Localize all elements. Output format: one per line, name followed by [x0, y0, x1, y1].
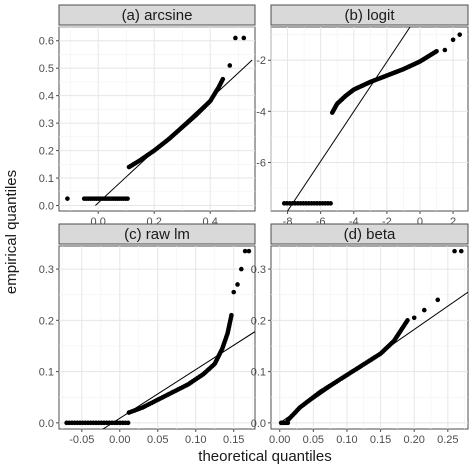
y-tick-label: 0.2	[39, 146, 54, 158]
facet-strip	[270, 4, 469, 26]
facet-strip	[270, 223, 469, 245]
x-tick-label: -6	[316, 216, 326, 228]
data-point	[227, 63, 233, 68]
y-tick-label: 0.0	[251, 418, 266, 430]
data-point	[239, 266, 244, 272]
x-tick-label: 0.20	[404, 434, 425, 446]
data-points	[278, 248, 464, 426]
y-tick-label: 0.4	[39, 91, 54, 103]
data-point	[457, 32, 463, 37]
y-tick-label: -6	[256, 157, 266, 169]
data-point	[458, 248, 464, 254]
data-point	[246, 248, 252, 254]
y-axis-title: empirical quantiles	[3, 170, 20, 294]
x-tick-label: 0.00	[269, 434, 290, 446]
data-point	[220, 76, 226, 82]
data-point	[235, 282, 240, 287]
facet-strip-label: (d) beta	[344, 226, 396, 243]
y-tick-label: 0.0	[39, 418, 54, 430]
facet-strip-label: (c) raw lm	[124, 226, 190, 243]
panel-background	[58, 26, 256, 212]
facet-panel-3: (c) raw lm -0.05 0.00 0.05 0.10 0.15 0.0 0.1 0.2…	[39, 223, 256, 446]
gridlines	[59, 246, 255, 429]
y-tick-label: 0.1	[251, 367, 266, 379]
facet-strip	[58, 223, 256, 245]
data-point	[125, 420, 131, 426]
x-tick-label: 0.15	[223, 434, 244, 446]
data-point	[421, 307, 427, 313]
panel-background	[270, 245, 469, 430]
gridlines	[59, 26, 255, 211]
data-point	[405, 318, 410, 323]
data-point	[65, 196, 70, 201]
data-point	[411, 315, 417, 321]
y-tick-label: 0.3	[39, 118, 54, 130]
y-tick-label: 0.0	[39, 201, 54, 213]
panel-background	[270, 26, 469, 212]
x-tick-label: 0.25	[437, 434, 458, 446]
data-point	[229, 312, 234, 318]
y-tick-label: 0.1	[39, 173, 54, 185]
data-points	[281, 32, 463, 206]
facet-panel-4: (d) beta 0.00 0.05 0.10 0.15 0.20 0.25 0.0 0.1 0.…	[251, 223, 469, 446]
y-tick-label: 0.3	[251, 264, 266, 276]
x-tick-label: 0.05	[147, 434, 168, 446]
data-point	[241, 35, 247, 41]
data-point	[435, 297, 441, 303]
data-point	[242, 248, 248, 254]
x-tick-label: -0.05	[69, 434, 94, 446]
facet-strip	[58, 4, 256, 26]
y-tick-label: 0.2	[39, 315, 54, 327]
x-tick-label: -4	[349, 216, 359, 228]
gridlines	[270, 27, 468, 211]
x-tick-label: 0	[417, 216, 423, 228]
x-tick-label: -2	[382, 216, 392, 228]
data-point	[442, 47, 448, 53]
facet-strip-label: (b) logit	[344, 7, 395, 24]
y-tick-label: 0.6	[39, 36, 54, 48]
data-point	[328, 201, 333, 206]
gridlines	[271, 246, 468, 429]
x-tick-label: -8	[283, 216, 293, 228]
data-point	[125, 196, 130, 201]
x-tick-label: 0.10	[185, 434, 206, 446]
data-point	[231, 289, 237, 295]
data-points	[65, 35, 247, 201]
x-tick-label: 0.05	[303, 434, 324, 446]
data-points	[64, 248, 252, 426]
y-tick-label: 0.2	[251, 315, 266, 327]
x-tick-label: 0.15	[370, 434, 391, 446]
x-tick-label: 0.10	[336, 434, 357, 446]
data-point	[452, 248, 457, 254]
reference-line	[287, 27, 411, 211]
data-point	[450, 37, 456, 43]
facet-panel-2: (b) logit -8 -6 -4 -2 0 2 -6 -4 -2	[256, 4, 469, 228]
data-point	[233, 35, 238, 41]
x-tick-label: 0.00	[109, 434, 130, 446]
data-point	[434, 48, 439, 54]
y-tick-label: 0.1	[39, 367, 54, 379]
y-tick-label: 0.3	[39, 264, 54, 276]
facet-strip-label: (a) arcsine	[122, 7, 193, 24]
x-axis-title: theoretical quantiles	[198, 448, 331, 465]
y-tick-label: -4	[256, 106, 266, 118]
x-tick-label: 2	[450, 216, 456, 228]
y-tick-label: 0.5	[39, 63, 54, 75]
y-tick-label: -2	[256, 55, 266, 67]
